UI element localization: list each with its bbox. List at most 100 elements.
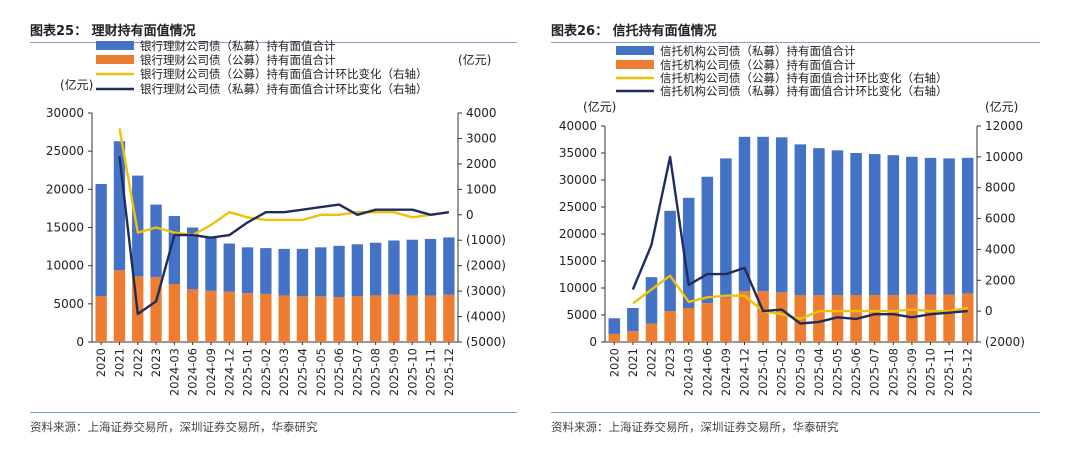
- left-xtick-label: 2025-06: [332, 348, 346, 396]
- left-y2tick-label: 1000: [466, 182, 497, 196]
- left-bar-public: [95, 296, 107, 342]
- right-xtick-label: 2025-02: [775, 348, 789, 396]
- left-ylabel: (亿元): [60, 77, 93, 92]
- right-bar-public: [775, 292, 788, 342]
- right-bar-private: [831, 150, 844, 296]
- left-xtick-label: 2020: [94, 348, 108, 377]
- right-bar-private: [627, 307, 639, 332]
- right-legend-label: 信托机构公司债（公募）持有面值合计环比变化（右轴）: [660, 71, 948, 85]
- right-bar-private: [924, 157, 937, 295]
- right-bar-public: [887, 295, 900, 342]
- left-bar-private: [205, 236, 217, 291]
- left-bar-private: [351, 244, 364, 297]
- left-bar-public: [205, 290, 217, 342]
- left-bar-private: [369, 242, 382, 296]
- left-y2label: (亿元): [458, 52, 491, 67]
- right-bar-private: [682, 197, 695, 308]
- right-xtick-label: 2025-09: [905, 348, 919, 396]
- left-bar-public: [186, 289, 199, 342]
- left-xtick-label: 2025-09: [387, 348, 401, 396]
- right-bar-private: [608, 318, 621, 334]
- right-bar-public: [608, 333, 621, 342]
- left-y2tick-label: (4000): [466, 310, 506, 324]
- left-bar-private: [150, 204, 162, 278]
- right-y2tick-label: 10000: [985, 150, 1023, 164]
- left-ytick-label: 20000: [46, 182, 84, 196]
- left-chart-title: 图表25： 理财持有面值情况: [30, 24, 196, 39]
- left-xtick-label: 2024-03: [167, 348, 181, 396]
- right-xtick-label: 2025-10: [924, 348, 938, 396]
- right-bar-public: [627, 331, 639, 342]
- left-ytick-label: 15000: [46, 221, 84, 235]
- left-line-private: [118, 156, 450, 316]
- right-ytick-label: 25000: [559, 200, 597, 214]
- left-bar-public: [315, 296, 327, 342]
- right-xtick-label: 2023: [663, 348, 677, 377]
- right-bar-private: [757, 136, 769, 292]
- right-legend-label: 信托机构公司债（私募）持有面值合计环比变化（右轴）: [660, 84, 948, 98]
- right-ytick-label: 35000: [559, 146, 597, 160]
- right-bar-public: [645, 323, 658, 342]
- left-bar-public: [278, 295, 290, 342]
- right-xtick-label: 2024-06: [700, 348, 714, 396]
- right-bar-private: [887, 155, 900, 296]
- left-bar-public: [443, 294, 455, 342]
- right-xtick-label: 2022: [645, 348, 659, 377]
- left-xtick-label: 2025-04: [295, 348, 309, 396]
- right-y2tick-label: 4000: [985, 242, 1016, 256]
- right-xtick-label: 2025-11: [942, 348, 956, 396]
- left-xtick-label: 2024-09: [204, 348, 218, 396]
- left-legend-label: 银行理财公司债（公募）持有面值合计环比变化（右轴）: [140, 67, 428, 81]
- left-xtick-label: 2021: [112, 348, 126, 377]
- left-ytick-label: 5000: [53, 297, 84, 311]
- left-xtick-label: 2025-02: [259, 348, 273, 396]
- right-bar-public: [664, 311, 676, 342]
- right-ytick-label: 5000: [566, 308, 597, 322]
- left-bar-private: [168, 216, 181, 284]
- left-ytick-label: 0: [76, 335, 84, 349]
- left-ytick-label: 25000: [46, 144, 84, 158]
- right-ytick-label: 40000: [559, 119, 597, 133]
- left-bar-public: [406, 295, 418, 342]
- left-y2tick-label: (3000): [466, 284, 506, 298]
- left-source-rule: [30, 412, 517, 413]
- right-bar-private: [961, 157, 974, 294]
- right-bar-public: [757, 291, 769, 342]
- left-legend-label: 银行理财公司债（私募）持有面值合计: [140, 39, 336, 53]
- right-bar-private: [943, 158, 955, 295]
- left-title-rule: [30, 42, 517, 43]
- right-bar-private: [664, 210, 676, 312]
- right-xtick-label: 2025-01: [756, 348, 770, 396]
- left-y2tick-label: (2000): [466, 259, 506, 273]
- left-bar-public: [241, 293, 254, 342]
- right-bar-private: [738, 136, 751, 292]
- left-xtick-label: 2025-10: [405, 348, 419, 396]
- right-xtick-label: 2024-09: [719, 348, 733, 396]
- right-y2tick-label: 0: [985, 304, 993, 318]
- right-y2tick-label: 12000: [985, 119, 1023, 133]
- right-bar-private: [850, 153, 862, 296]
- left-legend-label: 银行理财公司债（私募）持有面值合计环比变化（右轴）: [140, 82, 428, 96]
- right-line-public: [632, 274, 968, 321]
- right-line-private: [631, 155, 968, 325]
- left-bar-public: [351, 296, 364, 342]
- right-bar-public: [924, 294, 937, 342]
- left-ytick-label: 30000: [46, 106, 84, 120]
- right-bar-private: [775, 137, 788, 293]
- right-bar-private: [720, 158, 732, 298]
- left-line-public: [118, 128, 450, 237]
- left-bar-private: [241, 247, 254, 294]
- left-bar-private: [424, 238, 437, 296]
- right-xtick-label: 2025-04: [812, 348, 826, 396]
- right-ytick-label: 30000: [559, 173, 597, 187]
- right-chart-title: 图表26： 信托持有面值情况: [551, 24, 717, 39]
- left-xtick-label: 2024-06: [186, 348, 200, 396]
- left-legend-swatch-bar: [96, 41, 134, 50]
- right-xtick-label: 2025-06: [849, 348, 863, 396]
- right-ylabel: (亿元): [583, 99, 616, 114]
- right-y2tick-label: (2000): [985, 335, 1025, 349]
- right-y2tick-label: 6000: [985, 212, 1016, 226]
- right-xtick-label: 2025-05: [831, 348, 845, 396]
- left-xtick-label: 2025-08: [369, 348, 383, 396]
- left-xtick-label: 2024-12: [222, 348, 236, 396]
